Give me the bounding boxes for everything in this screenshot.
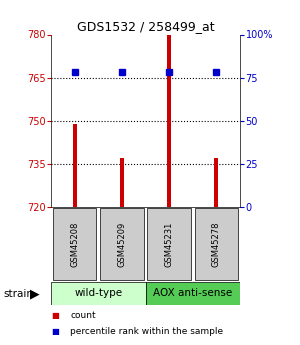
Text: ■: ■: [51, 311, 59, 320]
Bar: [214, 158, 218, 207]
Text: ■: ■: [51, 327, 59, 336]
Text: GSM45278: GSM45278: [212, 221, 221, 267]
Text: percentile rank within the sample: percentile rank within the sample: [70, 327, 224, 336]
FancyBboxPatch shape: [100, 208, 144, 280]
FancyBboxPatch shape: [147, 208, 191, 280]
Text: AOX anti-sense: AOX anti-sense: [153, 288, 232, 298]
FancyBboxPatch shape: [51, 282, 146, 305]
Bar: [167, 34, 171, 207]
Text: GSM45209: GSM45209: [117, 221, 126, 267]
Text: count: count: [70, 311, 96, 320]
Title: GDS1532 / 258499_at: GDS1532 / 258499_at: [77, 20, 214, 33]
FancyBboxPatch shape: [195, 208, 238, 280]
FancyBboxPatch shape: [53, 208, 96, 280]
Text: wild-type: wild-type: [74, 288, 122, 298]
Text: ▶: ▶: [30, 287, 39, 300]
Text: strain: strain: [3, 289, 33, 299]
FancyBboxPatch shape: [146, 282, 240, 305]
Text: GSM45231: GSM45231: [165, 221, 174, 267]
Bar: [73, 124, 76, 207]
Text: GSM45208: GSM45208: [70, 221, 79, 267]
Bar: [120, 158, 124, 207]
